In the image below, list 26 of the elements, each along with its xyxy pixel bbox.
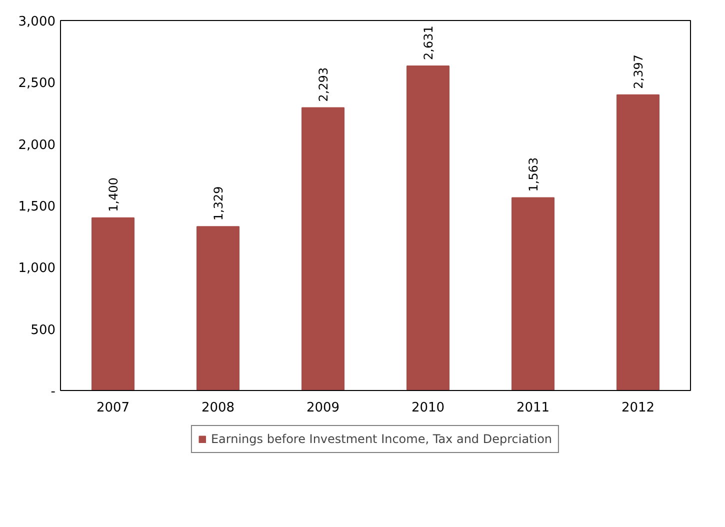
data-label: 1,400 bbox=[106, 177, 120, 212]
data-label: 2,293 bbox=[316, 67, 330, 102]
x-tick-label: 2012 bbox=[621, 400, 655, 416]
y-tick-label: 1,000 bbox=[18, 261, 56, 276]
x-tick-label: 2008 bbox=[201, 400, 235, 416]
x-tick-label: 2011 bbox=[516, 400, 550, 416]
bar bbox=[616, 94, 660, 390]
bar bbox=[406, 66, 450, 390]
data-label: 2,397 bbox=[632, 54, 646, 89]
y-tick-label: - bbox=[50, 384, 56, 400]
bar bbox=[302, 107, 344, 390]
y-tick-label: 3,000 bbox=[18, 14, 56, 30]
bar bbox=[512, 197, 554, 390]
y-tick-label: 2,500 bbox=[18, 76, 56, 92]
data-label: 2,631 bbox=[422, 26, 436, 60]
x-tick-label: 2007 bbox=[96, 400, 130, 416]
x-tick-label: 2009 bbox=[306, 400, 340, 416]
bar bbox=[92, 217, 134, 390]
y-tick-label: 1,500 bbox=[18, 200, 56, 214]
bar bbox=[196, 226, 240, 390]
data-label: 1,563 bbox=[526, 157, 540, 192]
data-label: 1,329 bbox=[212, 186, 226, 221]
y-tick-label: 500 bbox=[30, 322, 56, 338]
x-tick-label: 2010 bbox=[411, 400, 445, 416]
legend-label: Earnings before Investment Income, Tax and Deprciation bbox=[210, 432, 552, 446]
y-tick-label: 2,000 bbox=[18, 138, 56, 153]
